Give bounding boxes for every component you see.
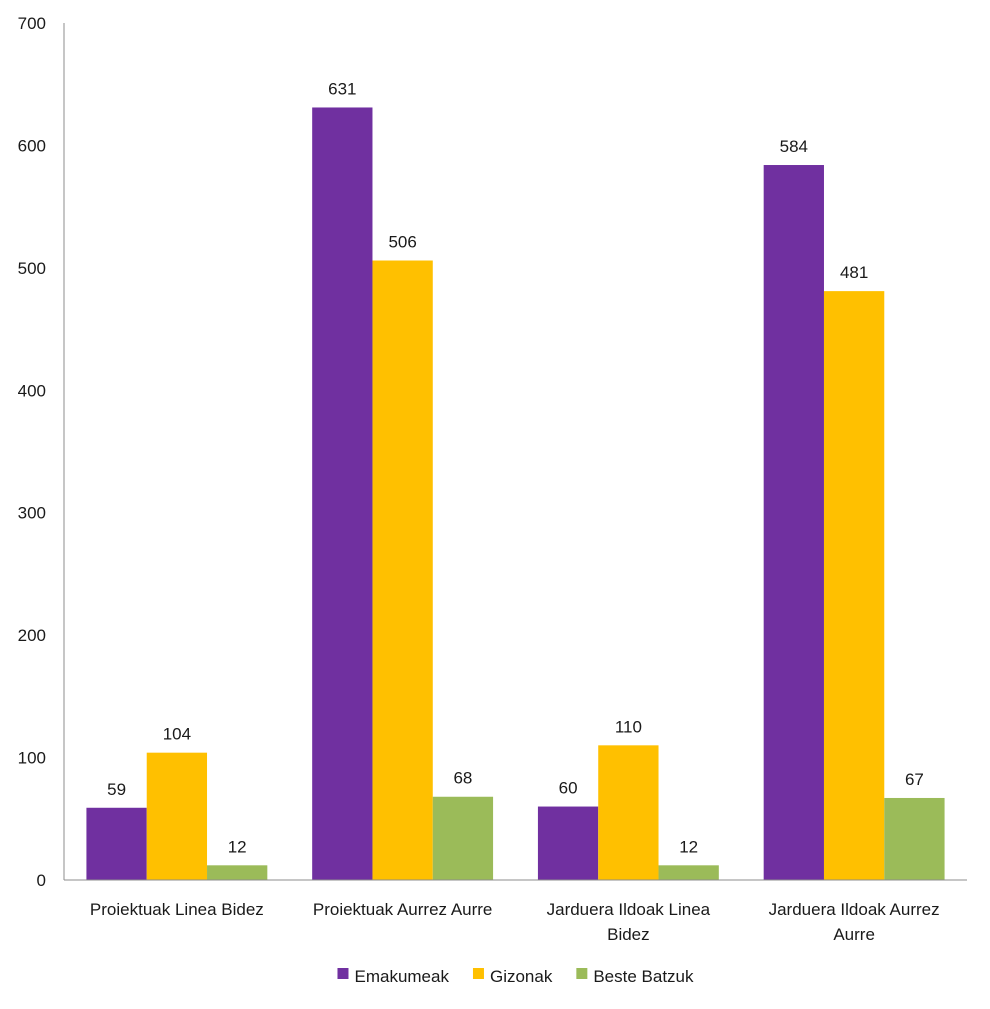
legend: Emakumeak Gizonak Beste Batzuk xyxy=(337,967,694,986)
bar xyxy=(823,291,885,881)
legend-swatch xyxy=(337,968,349,979)
data-label: 506 xyxy=(388,233,416,252)
bars xyxy=(86,107,945,881)
x-tick-label: Aurre xyxy=(833,925,875,944)
legend-item: Beste Batzuk xyxy=(576,967,694,986)
bar xyxy=(537,806,599,880)
data-label: 59 xyxy=(107,780,126,799)
data-label: 104 xyxy=(163,725,191,744)
bar xyxy=(658,865,719,880)
bar xyxy=(86,807,147,880)
data-label: 12 xyxy=(679,837,698,856)
data-label: 67 xyxy=(905,770,924,789)
x-tick-label: Proiektuak Aurrez Aurre xyxy=(313,900,493,919)
y-tick-label: 500 xyxy=(18,259,46,278)
data-labels: 59 104 12 631 506 68 60 110 12 584 481 67 xyxy=(107,79,924,856)
bar xyxy=(207,865,268,880)
bar xyxy=(146,752,208,880)
y-tick-label: 400 xyxy=(18,381,46,400)
data-label: 12 xyxy=(228,837,247,856)
legend-swatch xyxy=(472,968,484,979)
y-tick-label: 200 xyxy=(18,626,46,645)
y-tick-label: 100 xyxy=(18,749,46,768)
bar xyxy=(432,796,494,880)
y-tick-label: 600 xyxy=(18,136,46,155)
legend-label: Gizonak xyxy=(490,967,553,986)
x-tick-label: Proiektuak Linea Bidez xyxy=(90,900,264,919)
legend-label: Beste Batzuk xyxy=(593,967,694,986)
y-tick-label: 700 xyxy=(18,14,46,33)
bar xyxy=(312,107,373,881)
x-tick-label: Jarduera Ildoak Aurrez xyxy=(769,900,940,919)
bar xyxy=(372,260,433,880)
x-axis: Proiektuak Linea Bidez Proiektuak Aurrez … xyxy=(64,879,967,944)
data-label: 60 xyxy=(559,779,578,798)
data-label: 68 xyxy=(453,769,472,788)
bar xyxy=(598,745,659,880)
legend-item: Emakumeak xyxy=(337,967,449,986)
y-tick-label: 300 xyxy=(18,504,46,523)
data-label: 631 xyxy=(328,79,356,98)
data-label: 481 xyxy=(840,263,868,282)
y-tick-label: 0 xyxy=(37,871,46,890)
y-axis: 0 100 200 300 400 500 600 700 xyxy=(18,14,65,890)
data-label: 584 xyxy=(780,137,808,156)
bar xyxy=(884,797,945,880)
legend-swatch xyxy=(576,968,588,979)
data-label: 110 xyxy=(615,717,642,736)
x-tick-label: Bidez xyxy=(607,925,650,944)
legend-label: Emakumeak xyxy=(354,967,449,986)
x-tick-label: Jarduera Ildoak Linea xyxy=(547,900,711,919)
bar xyxy=(763,165,824,880)
legend-item: Gizonak xyxy=(472,967,553,986)
